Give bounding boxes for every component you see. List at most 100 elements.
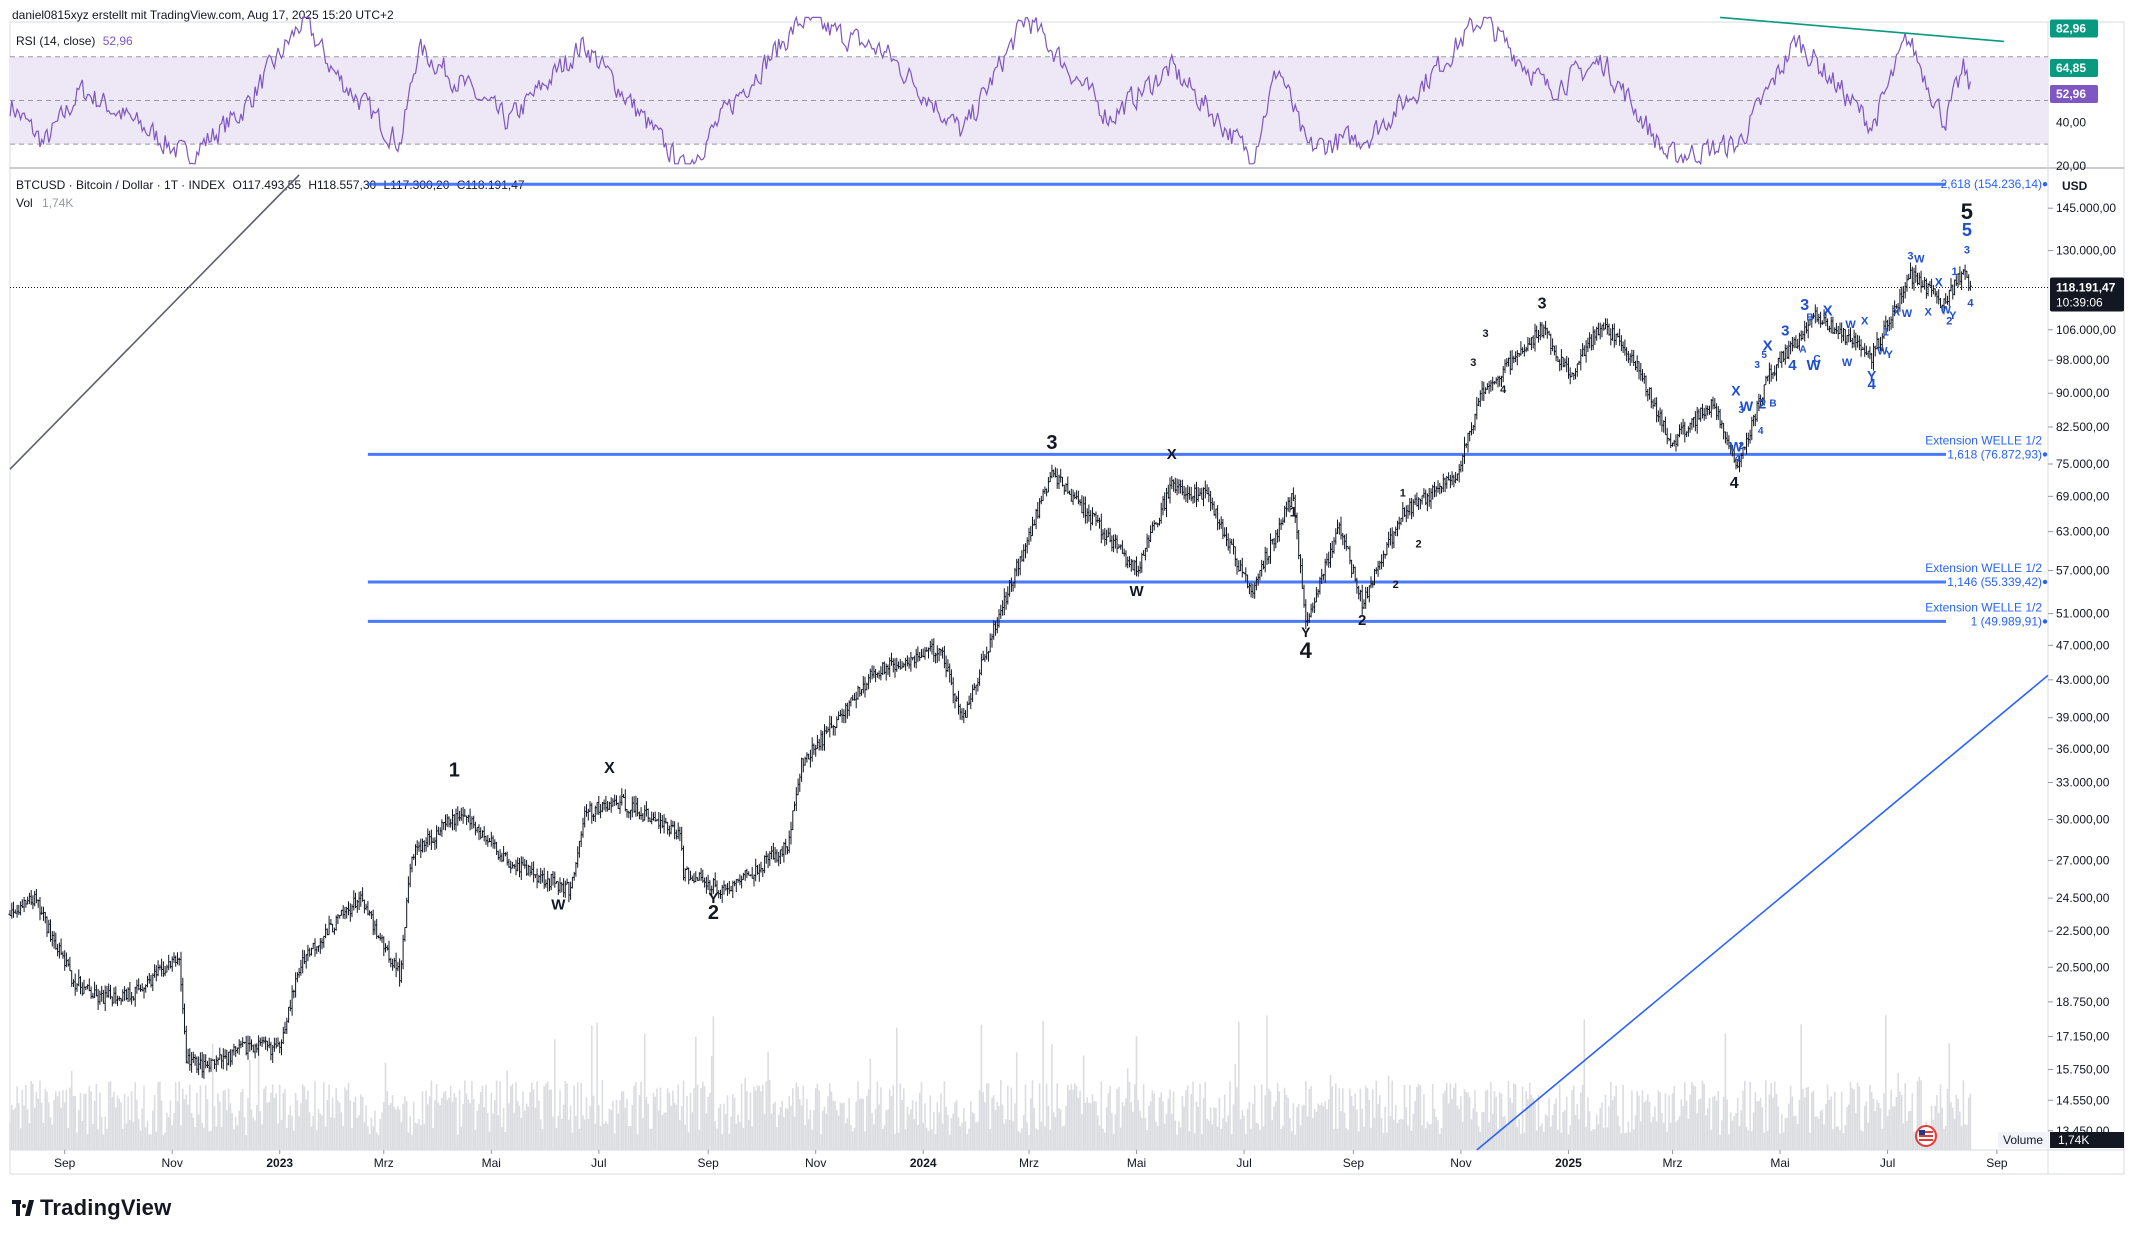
rsi-pane[interactable]: 40,00 20,00 82,96 64,85 52,96: [9, 15, 2098, 173]
price-tick-label: 17.150,00: [2056, 1029, 2110, 1043]
fib-extension-lines[interactable]: 2,618 (154.236,14)1,618 (76.872,93)Exten…: [367, 177, 2048, 628]
wave-label[interactable]: X: [1167, 446, 1177, 463]
rsi-line[interactable]: [9, 15, 1971, 166]
time-tick-label: Jul: [1236, 1156, 1251, 1170]
trendline-blue[interactable]: [1476, 674, 2049, 1151]
wave-label[interactable]: 3: [1738, 405, 1744, 416]
wave-label[interactable]: X: [1893, 306, 1901, 318]
wave-label[interactable]: W: [1806, 357, 1821, 374]
wave-label[interactable]: 5: [1761, 350, 1767, 361]
time-axis[interactable]: Sep Nov 2023 Mrz Mai Jul Sep Nov 2024 Mrz Mai Jul Se…: [54, 1150, 2008, 1170]
price-bars[interactable]: [8, 262, 2048, 1079]
wave-label[interactable]: B: [1769, 398, 1776, 409]
wave-label[interactable]: W: [1902, 308, 1913, 320]
wave-label[interactable]: 3: [1538, 295, 1547, 312]
wave-label[interactable]: 2: [1393, 579, 1399, 591]
time-tick-label: Sep: [1343, 1156, 1365, 1170]
wave-label[interactable]: X: [1731, 382, 1741, 398]
wave-label[interactable]: 3: [1800, 297, 1809, 314]
currency-label[interactable]: USD: [2062, 179, 2088, 193]
price-axis[interactable]: USD145.000,00130.000,00106.000,0098.000,…: [1915, 179, 2124, 1148]
wave-label[interactable]: W: [1729, 438, 1743, 454]
wave-label[interactable]: 2: [1758, 396, 1766, 412]
wave-label[interactable]: W: [1941, 305, 1952, 317]
wave-label[interactable]: 3: [1964, 245, 1970, 257]
wave-label[interactable]: Y: [1301, 624, 1311, 640]
price-tick-label: 75.000,00: [2056, 457, 2110, 471]
trendline-grey[interactable]: [9, 174, 300, 470]
wave-label[interactable]: 4: [1758, 426, 1764, 437]
wave-label[interactable]: W: [1877, 345, 1888, 357]
wave-label[interactable]: 4: [1788, 357, 1797, 374]
wave-label[interactable]: 3: [1781, 322, 1789, 339]
wave-label[interactable]: X: [1861, 315, 1869, 327]
wave-label[interactable]: 4: [1300, 638, 1313, 663]
rsi-badge: [2050, 59, 2098, 78]
trendlines[interactable]: [9, 174, 2049, 1151]
wave-label[interactable]: W: [1914, 254, 1925, 266]
wave-label[interactable]: 4: [1730, 475, 1739, 492]
fib-line-end: [2042, 619, 2048, 624]
fib-level-label: 2,618 (154.236,14): [1941, 177, 2042, 191]
wave-label[interactable]: X: [604, 760, 615, 777]
wave-label[interactable]: 1: [1951, 266, 1957, 278]
rsi-legend[interactable]: RSI (14, close) 52,96: [16, 34, 133, 48]
wave-label[interactable]: Y: [1867, 368, 1877, 384]
rsi-trendline[interactable]: [1720, 16, 2004, 43]
author-line: daniel0815xyz erstellt mit TradingView.c…: [12, 8, 394, 22]
wave-label[interactable]: 1: [449, 760, 460, 782]
wave-label[interactable]: 3: [1483, 328, 1489, 340]
wave-label[interactable]: 4: [1868, 376, 1877, 393]
wave-label[interactable]: 4: [1967, 298, 1974, 310]
volume-axis-value: 1,74K: [2058, 1133, 2089, 1147]
us-flag-icon[interactable]: [1915, 1125, 1937, 1147]
wave-label[interactable]: 1: [1400, 487, 1406, 499]
wave-label[interactable]: W: [1129, 583, 1144, 600]
wave-label[interactable]: 5: [1962, 220, 1972, 240]
time-tick-label: Mrz: [374, 1156, 394, 1170]
wave-label[interactable]: A: [1799, 344, 1806, 355]
wave-label[interactable]: C: [1813, 354, 1820, 365]
wave-label[interactable]: 5: [1961, 199, 1973, 224]
wave-label[interactable]: Y: [708, 890, 718, 907]
wave-label[interactable]: 4: [1500, 384, 1507, 396]
volume-legend[interactable]: Vol 1,74K: [16, 196, 73, 210]
wave-label[interactable]: Y: [1949, 310, 1957, 322]
wave-label[interactable]: 1: [1883, 326, 1889, 338]
ohlc-bars[interactable]: [8, 262, 1972, 1079]
wave-label[interactable]: 2: [1358, 612, 1366, 629]
time-tick-label: 2024: [910, 1156, 937, 1170]
wave-label[interactable]: B: [1806, 313, 1813, 324]
wave-label[interactable]: 2: [1946, 315, 1952, 327]
wave-label[interactable]: 2: [1738, 441, 1744, 452]
rsi-badge: [2050, 19, 2098, 38]
wave-label[interactable]: 2: [708, 902, 719, 924]
chart-frame: [9, 21, 2125, 1175]
wave-label[interactable]: 1: [1290, 504, 1298, 520]
ohlc-open: O117.493,55: [232, 178, 302, 192]
wave-label[interactable]: X: [1763, 337, 1773, 354]
wave-label[interactable]: Y: [1886, 349, 1894, 361]
fib-level-title: Extension WELLE 1/2: [1925, 433, 2042, 447]
tradingview-logo[interactable]: TradingView: [12, 1195, 171, 1221]
fib-level-title: Extension WELLE 1/2: [1925, 600, 2042, 614]
wave-label[interactable]: 3: [1470, 357, 1476, 369]
wave-label[interactable]: X: [1823, 302, 1833, 319]
wave-label[interactable]: W: [551, 896, 566, 913]
wave-label[interactable]: 3: [1046, 432, 1057, 454]
current-price-badge: [2050, 277, 2124, 312]
wave-label[interactable]: 3: [1754, 360, 1760, 371]
time-tick-label: Nov: [805, 1156, 826, 1170]
wave-label[interactable]: 2: [1416, 538, 1422, 550]
wave-label[interactable]: W: [1842, 357, 1853, 369]
wave-label[interactable]: X: [1924, 306, 1932, 318]
rsi-badge-label: 52,96: [2056, 87, 2086, 101]
wave-label[interactable]: 4: [1735, 453, 1741, 464]
wave-label[interactable]: W: [1740, 398, 1754, 414]
wave-label[interactable]: 3: [1907, 251, 1913, 263]
wave-label[interactable]: X: [1935, 276, 1943, 290]
flag-canton: [1919, 1130, 1925, 1135]
wave-label[interactable]: W: [1845, 319, 1856, 331]
